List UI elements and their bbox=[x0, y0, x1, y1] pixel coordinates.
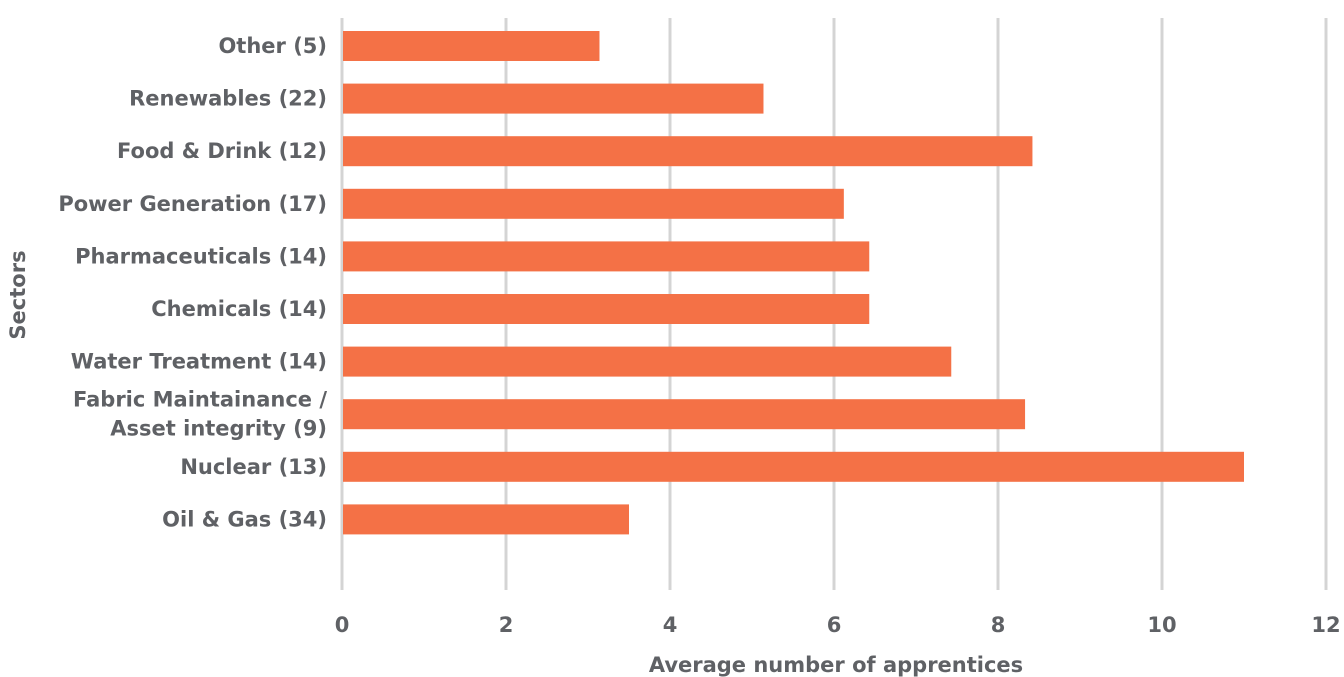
x-tick-4: 4 bbox=[663, 613, 678, 637]
category-label-6: Water Treatment (14) bbox=[71, 350, 327, 374]
category-label-line: Food & Drink (12) bbox=[117, 139, 327, 163]
category-label-9: Oil & Gas (34) bbox=[162, 507, 327, 531]
category-label-line: Other (5) bbox=[218, 34, 327, 58]
x-tick-2: 2 bbox=[499, 613, 514, 637]
bar-3 bbox=[343, 188, 844, 219]
category-label-line: Asset integrity (9) bbox=[110, 417, 327, 441]
category-label-line: Fabric Maintainance / bbox=[73, 388, 327, 412]
x-tick-12: 12 bbox=[1311, 613, 1340, 637]
category-label-7: Fabric Maintainance / Asset integrity (9) bbox=[73, 388, 327, 441]
category-label-line: Renewables (22) bbox=[129, 87, 327, 111]
bar-8 bbox=[343, 451, 1244, 482]
bar-4 bbox=[343, 241, 870, 272]
category-label-5: Chemicals (14) bbox=[151, 297, 327, 321]
x-tick-8: 8 bbox=[991, 613, 1006, 637]
bars bbox=[343, 31, 1244, 535]
category-label-line: Water Treatment (14) bbox=[71, 350, 327, 374]
x-axis-title: Average number of apprentices bbox=[649, 653, 1023, 677]
y-axis-title: Sectors bbox=[6, 250, 30, 339]
x-tick-10: 10 bbox=[1147, 613, 1176, 637]
bar-0 bbox=[343, 31, 600, 61]
category-label-1: Renewables (22) bbox=[129, 87, 327, 111]
category-label-line: Nuclear (13) bbox=[180, 455, 327, 479]
category-label-line: Chemicals (14) bbox=[151, 297, 327, 321]
bar-5 bbox=[343, 294, 870, 324]
category-labels: Other (5) Renewables (22) Food & Drink (12… bbox=[58, 34, 327, 531]
category-label-8: Nuclear (13) bbox=[180, 455, 327, 479]
bar-6 bbox=[343, 346, 952, 377]
category-label-2: Food & Drink (12) bbox=[117, 139, 327, 163]
category-label-line: Oil & Gas (34) bbox=[162, 507, 327, 531]
bar-1 bbox=[343, 83, 764, 114]
x-tick-labels: 0 2 4 6 8 10 12 bbox=[335, 613, 1341, 637]
x-tick-0: 0 bbox=[335, 613, 350, 637]
x-tick-6: 6 bbox=[827, 613, 842, 637]
category-label-3: Power Generation (17) bbox=[58, 192, 327, 216]
bar-9 bbox=[343, 504, 629, 535]
category-label-0: Other (5) bbox=[218, 34, 327, 58]
bar-7 bbox=[343, 399, 1026, 430]
category-label-line: Pharmaceuticals (14) bbox=[75, 244, 327, 268]
bar-2 bbox=[343, 136, 1033, 167]
category-label-line: Power Generation (17) bbox=[58, 192, 327, 216]
category-label-4: Pharmaceuticals (14) bbox=[75, 244, 327, 268]
